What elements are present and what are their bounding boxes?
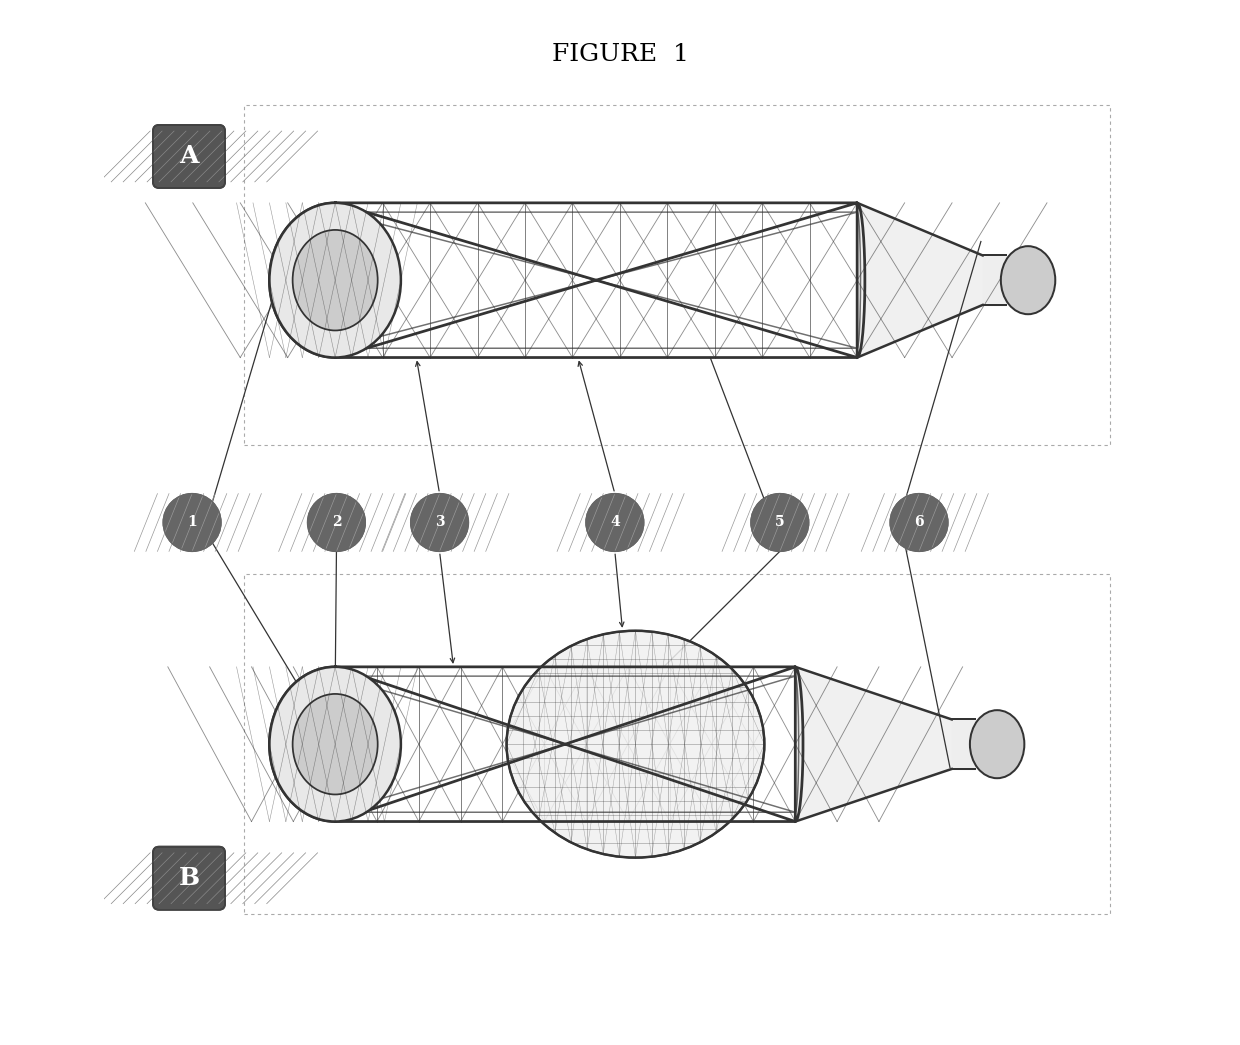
Text: 2: 2 <box>331 515 341 530</box>
FancyBboxPatch shape <box>153 124 226 188</box>
Ellipse shape <box>507 631 764 858</box>
Text: 1: 1 <box>187 515 197 530</box>
Polygon shape <box>269 203 864 357</box>
Ellipse shape <box>970 711 1024 779</box>
Text: 3: 3 <box>435 515 444 530</box>
Polygon shape <box>269 667 804 821</box>
Ellipse shape <box>1001 247 1055 315</box>
Circle shape <box>308 493 366 552</box>
Bar <box>243 574 1110 914</box>
Text: 4: 4 <box>610 515 620 530</box>
Ellipse shape <box>269 203 401 357</box>
Text: A: A <box>180 144 198 168</box>
Text: 5: 5 <box>775 515 785 530</box>
Text: B: B <box>179 866 200 890</box>
Circle shape <box>164 493 221 552</box>
Text: 6: 6 <box>914 515 924 530</box>
Bar <box>243 104 1110 445</box>
Circle shape <box>410 493 469 552</box>
FancyBboxPatch shape <box>153 846 226 910</box>
Ellipse shape <box>293 230 378 330</box>
Text: FIGURE  1: FIGURE 1 <box>552 43 688 66</box>
Ellipse shape <box>293 694 378 794</box>
Ellipse shape <box>269 667 401 821</box>
Circle shape <box>751 493 808 552</box>
Circle shape <box>587 493 644 552</box>
Circle shape <box>890 493 947 552</box>
